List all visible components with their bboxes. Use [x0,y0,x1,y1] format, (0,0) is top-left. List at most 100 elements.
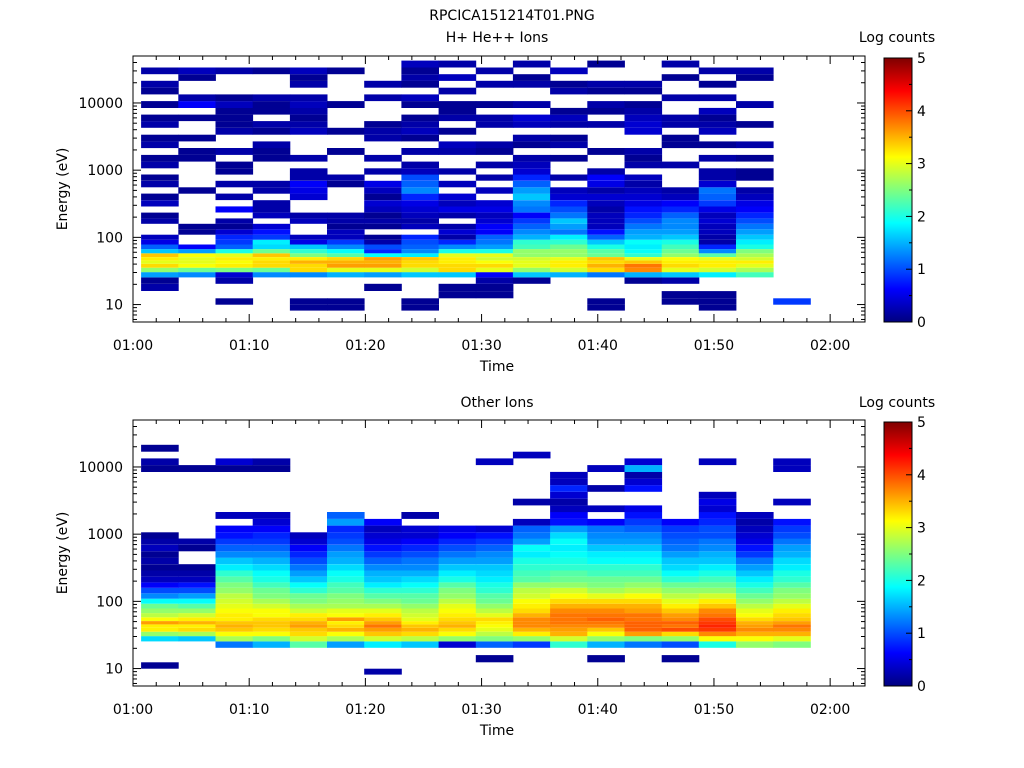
heatmap-cell [550,544,588,552]
heatmap-cell [289,154,328,162]
panel-2-colorbar-label: Log counts [859,395,935,411]
heatmap-cell [624,608,663,614]
heatmap-cell [178,593,216,599]
heatmap-cell [438,234,477,240]
heatmap-cell [401,551,439,558]
heatmap-cell [587,304,625,311]
heatmap-cell [215,465,254,472]
heatmap-cell [438,239,477,245]
heatmap-cell [327,593,365,599]
heatmap-cell [141,608,179,614]
heatmap-cell [289,260,328,264]
heatmap-cell [141,598,179,604]
colorbar-tick-label: 4 [917,104,926,120]
heatmap-cell [512,587,551,594]
heatmap-cell [512,498,551,506]
heatmap-cell [327,272,365,278]
heatmap-cell [215,234,254,240]
heatmap-cell [587,465,625,472]
heatmap-cell [401,212,439,219]
heatmap-cell [512,518,551,526]
heatmap-cell [252,570,291,577]
heatmap-cell [252,636,291,642]
heatmap-cell [512,624,551,628]
heatmap-cell [327,260,365,264]
heatmap-cell [252,631,291,637]
heatmap-cell [736,206,774,213]
heatmap-cell [736,74,774,81]
heatmap-cell [141,257,179,261]
heatmap-cell [624,229,663,235]
heatmap-cell [661,613,700,618]
x-tick-label: 02:00 [810,702,850,718]
heatmap-cell [289,263,328,268]
heatmap-cell [438,608,477,614]
heatmap-cell [215,229,254,235]
heatmap-cell [364,613,402,618]
heatmap-cell [698,570,737,577]
heatmap-cell [475,161,514,169]
heatmap-cell [736,636,774,642]
heatmap-cell [141,272,179,278]
heatmap-cell [438,60,477,68]
heatmap-cell [252,263,291,268]
heatmap-cell [289,587,328,594]
heatmap-cell [698,260,737,264]
heatmap-cell [327,598,365,604]
heatmap-cell [736,587,774,594]
heatmap-cell [624,641,663,648]
heatmap-cell [587,60,625,68]
heatmap-cell [698,582,737,588]
heatmap-cell [364,249,402,254]
heatmap-cell [773,498,811,506]
heatmap-cell [364,244,402,250]
panel-1-colorbar-label: Log counts [859,30,935,46]
heatmap-cell [587,101,625,108]
heatmap-cell [698,263,737,268]
heatmap-cell [215,121,254,128]
heatmap-cell [178,272,216,278]
colorbar-tick-label: 5 [917,51,926,67]
heatmap-cell [475,101,514,108]
heatmap-cell [698,180,737,188]
heatmap-cell [364,593,402,599]
heatmap-cell [438,576,477,583]
heatmap-cell [512,570,551,577]
heatmap-cell [364,200,402,207]
heatmap-cell [512,532,551,539]
heatmap-cell [587,570,625,577]
heatmap-cell [364,564,402,571]
heatmap-cell [624,627,663,632]
heatmap-cell [289,67,328,75]
heatmap-cell [327,229,365,235]
heatmap-cell [438,532,477,539]
heatmap-cell [624,557,663,565]
heatmap-cell [215,67,254,75]
heatmap-cell [327,249,365,254]
heatmap-cell [252,593,291,599]
heatmap-cell [550,87,588,95]
heatmap-cell [327,624,365,628]
heatmap-cell [141,193,179,201]
heatmap-cell [698,636,737,642]
heatmap-cell [401,570,439,577]
heatmap-cell [178,621,216,625]
heatmap-cell [587,180,625,188]
heatmap-cell [587,636,625,642]
heatmap-cell [661,587,700,594]
heatmap-cell [215,260,254,264]
heatmap-cell [773,298,811,305]
heatmap-cell [550,621,588,625]
y-tick-label: 10000 [78,460,123,476]
heatmap-cell [624,249,663,254]
heatmap-cell [624,244,663,250]
heatmap-cell [215,608,254,614]
heatmap-cell [401,631,439,637]
heatmap-cell [550,253,588,257]
heatmap-cell [252,538,291,545]
heatmap-cell [215,636,254,642]
heatmap-cell [550,617,588,621]
heatmap-cell [773,582,811,588]
heatmap-cell [141,121,179,128]
